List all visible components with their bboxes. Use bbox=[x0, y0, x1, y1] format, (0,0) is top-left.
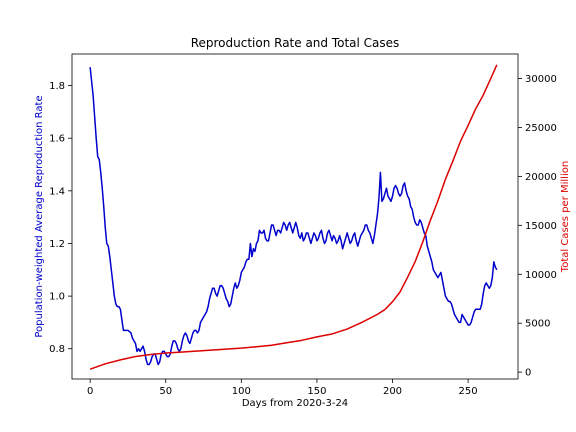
left-y-tick-label: 1.2 bbox=[49, 239, 65, 250]
right-y-axis-label: Total Cases per Million bbox=[560, 161, 571, 273]
total-cases-line bbox=[89, 64, 498, 370]
x-tick-label: 200 bbox=[383, 386, 402, 397]
x-axis-ticks: 0 50 100 150 200 250 bbox=[87, 379, 478, 397]
right-y-tick-label: 15000 bbox=[525, 221, 557, 232]
x-tick-label: 150 bbox=[307, 386, 326, 397]
left-y-tick-label: 1.4 bbox=[49, 186, 65, 197]
left-y-tick-label: 0.8 bbox=[49, 344, 65, 355]
left-y-tick-label: 1.6 bbox=[49, 134, 65, 145]
right-y-tick-label: 25000 bbox=[525, 123, 557, 134]
right-y-tick-label: 5000 bbox=[525, 319, 550, 330]
plot-frame bbox=[71, 53, 519, 380]
x-tick-label: 250 bbox=[459, 386, 478, 397]
left-y-axis-label: Population-weighted Average Reproduction… bbox=[34, 95, 45, 337]
left-y-tick-label: 1.0 bbox=[49, 292, 65, 303]
right-y-tick-label: 10000 bbox=[525, 270, 557, 281]
left-y-axis-ticks: 0.8 1.0 1.2 1.4 1.6 1.8 bbox=[49, 81, 72, 355]
reproduction-rate-line bbox=[89, 67, 498, 366]
right-y-tick-label: 30000 bbox=[525, 74, 557, 85]
x-tick-label: 100 bbox=[232, 386, 251, 397]
left-y-tick-label: 1.8 bbox=[49, 81, 65, 92]
right-y-axis-ticks: 0 5000 10000 15000 20000 25000 30000 bbox=[518, 74, 557, 379]
right-y-tick-label: 20000 bbox=[525, 172, 557, 183]
x-axis-label: Days from 2020-3-24 bbox=[242, 398, 348, 409]
chart-title: Reproduction Rate and Total Cases bbox=[191, 36, 400, 50]
right-y-tick-label: 0 bbox=[525, 368, 531, 379]
x-tick-label: 50 bbox=[159, 386, 172, 397]
x-tick-label: 0 bbox=[87, 386, 93, 397]
